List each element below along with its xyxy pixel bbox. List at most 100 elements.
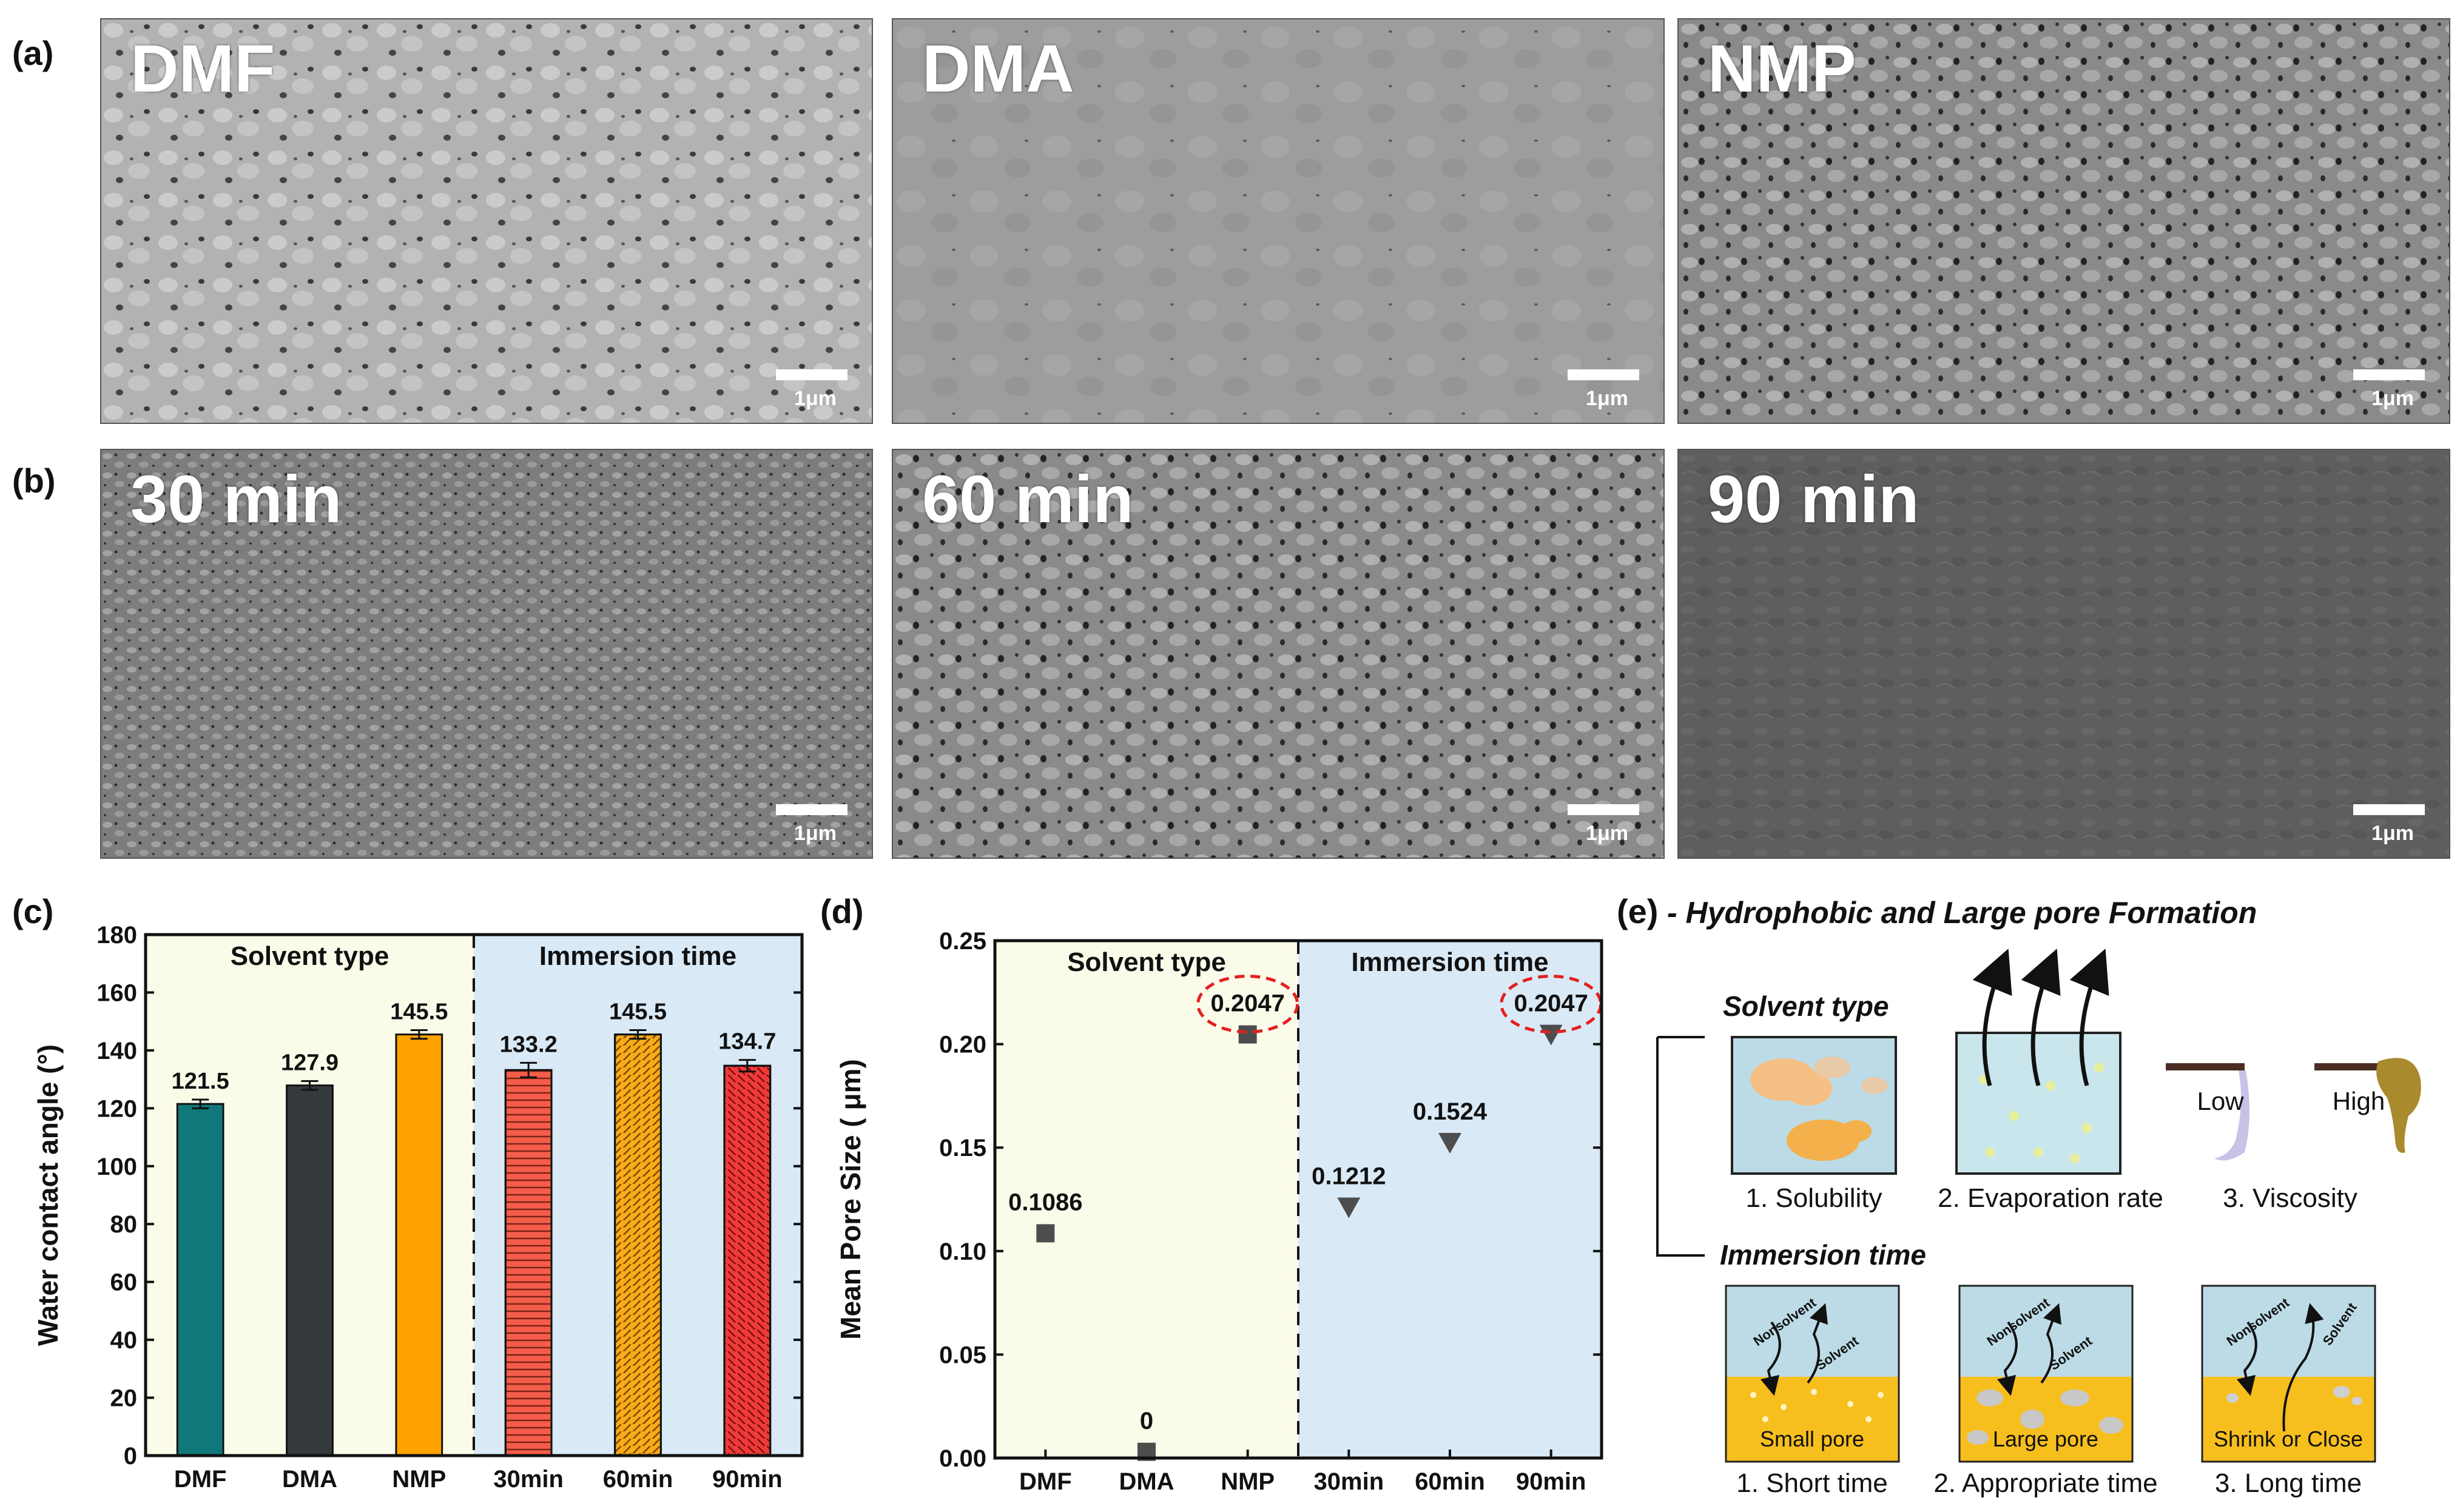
x-tick-label: DMA <box>282 1466 337 1493</box>
x-tick-label: 90min <box>1516 1468 1586 1495</box>
short-time-illustration <box>1725 1285 1900 1463</box>
panel-label-d: (d) <box>820 892 864 930</box>
scale-bar <box>776 369 848 380</box>
immersion-item-2: 2. Appropriate time <box>1933 1468 2157 1498</box>
viscosity-illustration <box>2166 1058 2421 1161</box>
scale-bar <box>776 804 848 815</box>
y-tick-label: 80 <box>110 1211 138 1238</box>
data-label: 127.9 <box>281 1050 339 1075</box>
group-label: Solvent type <box>231 941 389 971</box>
bar-DMA <box>286 1084 334 1457</box>
y-tick-label: 120 <box>96 1095 137 1122</box>
y-tick-label: 0.20 <box>939 1032 986 1058</box>
y-tick-label: 140 <box>96 1038 137 1064</box>
sem-image-90min: 90 min 1μm <box>1677 449 2450 859</box>
x-tick-label: NMP <box>392 1466 446 1493</box>
bar-DMF <box>176 1103 224 1457</box>
x-tick-label: 30min <box>493 1466 564 1493</box>
sem-image-nmp: NMP 1μm <box>1677 18 2450 424</box>
immersion-item-1: 1. Short time <box>1736 1468 1887 1498</box>
panel-label-c: (c) <box>12 892 54 930</box>
sem-image-60min: 60 min 1μm <box>892 449 1665 859</box>
data-label: 145.5 <box>390 999 448 1024</box>
y-tick-label: 40 <box>110 1327 138 1354</box>
scale-bar-text: 1μm <box>1586 822 1628 845</box>
y-tick-label: 20 <box>110 1385 138 1412</box>
x-tick-label: DMA <box>1119 1468 1174 1495</box>
data-label: 121.5 <box>172 1069 229 1094</box>
group-label: Solvent type <box>1067 947 1226 977</box>
data-label: 0.2047 <box>1514 990 1588 1017</box>
data-label: 145.5 <box>609 999 667 1024</box>
sem-label: DMA <box>922 32 1074 106</box>
x-tick-label: DMF <box>174 1466 227 1493</box>
scale-bar <box>2353 369 2425 380</box>
y-axis-label: Water contact angle (°) <box>32 1044 64 1346</box>
y-tick-label: 0.00 <box>939 1445 986 1472</box>
point-DMF <box>1036 1224 1055 1243</box>
scale-bar-text: 1μm <box>2371 387 2414 410</box>
highlight-ring <box>1196 975 1299 1034</box>
long-time-illustration <box>2201 1285 2376 1463</box>
bar-hatch <box>723 1064 772 1457</box>
sem-label: 60 min <box>922 462 1134 537</box>
sem-label: DMF <box>130 32 275 106</box>
x-tick-label: 90min <box>712 1466 783 1493</box>
solvent-item-1: 1. Solubility <box>1745 1183 1882 1213</box>
panel-label-a: (a) <box>12 34 54 72</box>
scale-bar-text: 1μm <box>1586 387 1628 410</box>
solvent-type-heading: Solvent type <box>1723 990 1889 1022</box>
data-label: 0.2047 <box>1210 990 1284 1017</box>
contact-angle-chart: Solvent type Immersion time 0 20 40 60 80 100 12… <box>32 922 804 1493</box>
y-tick-label: 0.10 <box>939 1238 986 1265</box>
scale-bar-text: 1μm <box>2371 822 2414 845</box>
y-tick-label: 100 <box>96 1154 137 1180</box>
schematic-title: - Hydrophobic and Large pore Formation <box>1667 896 2257 930</box>
group-label: Immersion time <box>1351 947 1548 977</box>
box-label-shrink-or-close: Shrink or Close <box>2214 1426 2363 1451</box>
evaporation-illustration <box>1955 949 2121 1175</box>
y-tick-label: 0 <box>124 1443 137 1470</box>
bar-hatch <box>504 1069 553 1457</box>
data-label: 0.1524 <box>1413 1098 1488 1125</box>
y-tick-label: 0.05 <box>939 1342 986 1368</box>
scale-bar <box>2353 804 2425 815</box>
sem-image-dma: DMA 1μm <box>892 18 1665 424</box>
sem-label: 90 min <box>1708 462 1919 537</box>
point-90min <box>1539 1024 1563 1046</box>
x-tick-label: 60min <box>603 1466 673 1493</box>
sem-label: NMP <box>1708 32 1856 106</box>
point-NMP <box>1238 1025 1257 1044</box>
x-tick-label: 60min <box>1415 1468 1485 1495</box>
plot-frame <box>144 933 804 1457</box>
data-label: 0.1086 <box>1008 1189 1082 1215</box>
y-tick-label: 0.25 <box>939 928 986 955</box>
y-tick-label: 160 <box>96 979 137 1006</box>
solvent-item-3: 3. Viscosity <box>2223 1183 2357 1213</box>
x-tick-label: NMP <box>1221 1468 1275 1495</box>
bar-NMP <box>395 1033 443 1457</box>
point-60min <box>1438 1133 1461 1154</box>
panel-label-b: (b) <box>12 462 56 500</box>
data-label: 133.2 <box>500 1032 558 1057</box>
sem-image-30min: 30 min 1μm <box>100 449 873 859</box>
y-tick-label: 180 <box>96 922 137 949</box>
y-axis-label: Mean Pore Size ( μm) <box>835 1059 866 1340</box>
immersion-time-heading: Immersion time <box>1720 1239 1926 1271</box>
point-30min <box>1337 1197 1361 1218</box>
scale-bar <box>1568 369 1639 380</box>
plot-frame <box>993 939 1603 1460</box>
immersion-item-3: 3. Long time <box>2215 1468 2362 1498</box>
box-label-large-pore: Large pore <box>1993 1426 2098 1451</box>
pore-size-chart: Solvent type Immersion time 0.00 0.05 0.10 0.… <box>835 928 1603 1495</box>
appropriate-time-illustration <box>1958 1285 2134 1463</box>
scale-bar-text: 1μm <box>794 387 837 410</box>
sem-label: 30 min <box>130 462 342 537</box>
y-tick-label: 0.15 <box>939 1135 986 1161</box>
solubility-illustration <box>1731 1036 1897 1175</box>
x-tick-label: 30min <box>1314 1468 1384 1495</box>
bracket-line <box>1656 1037 1705 1257</box>
x-tick-label: DMF <box>1019 1468 1072 1495</box>
group-label: Immersion time <box>539 941 736 971</box>
data-label: 0 <box>1140 1408 1153 1434</box>
